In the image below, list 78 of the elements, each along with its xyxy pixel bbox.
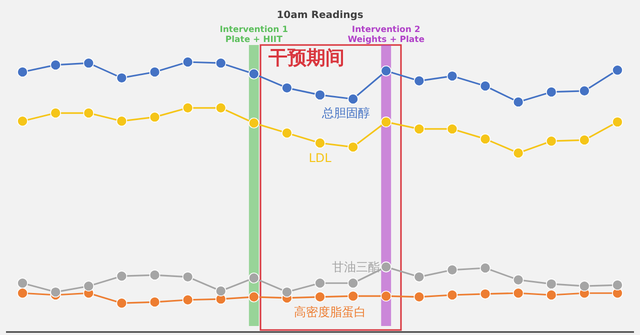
point xyxy=(314,278,326,289)
point xyxy=(149,66,160,78)
point xyxy=(215,102,226,114)
series-label: LDL xyxy=(308,151,332,165)
point xyxy=(17,116,28,127)
point xyxy=(17,66,28,78)
point xyxy=(182,294,194,306)
point xyxy=(50,108,61,118)
point xyxy=(282,286,292,298)
point xyxy=(546,136,557,147)
point xyxy=(348,142,358,152)
point xyxy=(50,286,61,298)
point xyxy=(348,278,358,289)
point xyxy=(414,124,425,134)
point xyxy=(546,86,557,98)
point xyxy=(17,278,28,289)
point xyxy=(380,116,392,128)
text: Intervention 1 Plate + HIIT xyxy=(220,25,288,45)
point xyxy=(414,76,425,86)
annotation: 干预期间 xyxy=(268,47,345,69)
point xyxy=(480,134,491,144)
point xyxy=(182,56,194,68)
point xyxy=(512,148,524,158)
point xyxy=(314,292,326,302)
point xyxy=(83,108,94,118)
series-label: 甘油三酯 xyxy=(332,260,380,274)
point xyxy=(446,264,458,276)
point xyxy=(248,272,260,284)
point xyxy=(248,292,260,302)
point xyxy=(50,60,61,70)
point xyxy=(282,82,292,94)
point xyxy=(546,290,557,300)
point xyxy=(83,58,94,68)
series-label: 总胆固醇 xyxy=(321,106,370,120)
point xyxy=(480,80,491,92)
point xyxy=(414,272,425,282)
point xyxy=(579,280,590,292)
point xyxy=(446,290,458,300)
point xyxy=(480,288,491,300)
point xyxy=(116,72,128,84)
point xyxy=(546,278,557,290)
point xyxy=(446,124,458,134)
point xyxy=(579,134,590,146)
point xyxy=(149,270,160,280)
text: Intervention 2 Weights + Plate xyxy=(348,25,425,45)
point xyxy=(512,274,524,286)
point xyxy=(446,70,458,82)
point xyxy=(348,290,358,302)
point xyxy=(612,116,623,128)
point xyxy=(480,262,491,274)
point xyxy=(579,85,590,96)
point xyxy=(612,64,623,76)
point xyxy=(380,262,392,272)
point xyxy=(116,270,128,282)
point xyxy=(314,138,326,148)
point xyxy=(116,116,128,127)
point xyxy=(512,288,524,299)
point xyxy=(182,102,194,114)
point xyxy=(248,118,260,128)
point xyxy=(83,280,94,292)
point xyxy=(380,66,392,76)
point xyxy=(149,112,160,122)
point xyxy=(414,292,425,302)
point xyxy=(380,290,392,302)
point xyxy=(612,280,623,290)
series-label: 高密度脂蛋白 xyxy=(294,304,366,319)
point xyxy=(215,58,226,68)
point xyxy=(248,68,260,80)
point xyxy=(348,94,358,104)
point xyxy=(17,288,28,299)
point xyxy=(215,286,226,296)
point xyxy=(314,90,326,100)
point xyxy=(282,128,292,138)
chart-title: 10am Readings xyxy=(276,10,364,21)
point xyxy=(512,96,524,108)
point xyxy=(149,296,160,308)
point xyxy=(116,298,128,309)
point xyxy=(182,272,194,282)
